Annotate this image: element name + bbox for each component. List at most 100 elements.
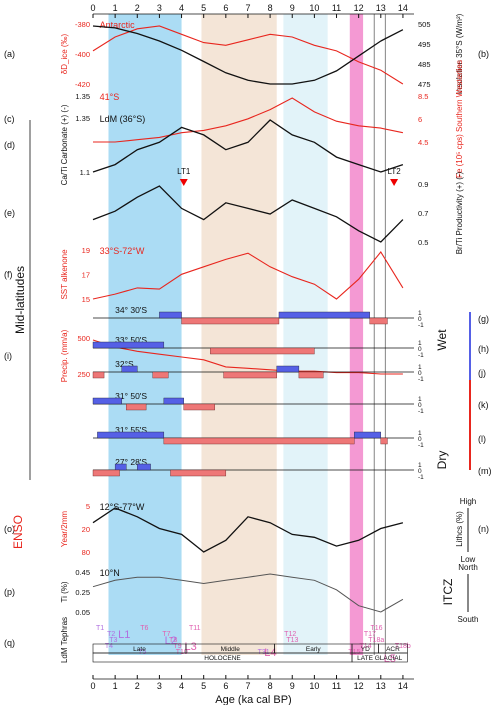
panel-letter-c: (c) xyxy=(4,114,15,124)
wetdry-letter-2: (j) xyxy=(478,368,486,378)
wet-bar-5-1 xyxy=(137,463,151,471)
panel-letter-e: (e) xyxy=(4,208,15,218)
wetdry-tick-1-0: 1 xyxy=(418,340,422,347)
top-tick-label-11: 11 xyxy=(332,3,341,13)
wetdry-tick-5-2: -1 xyxy=(418,474,424,481)
bottom-tick-label-3: 3 xyxy=(157,681,162,691)
bottom-tick-label-4: 4 xyxy=(179,681,184,691)
wetdry-panel-1: 33° 50'S (h) 10-1 xyxy=(92,335,489,359)
dry-bar-0-0 xyxy=(181,317,280,325)
wetdry-tick-2-1: 0 xyxy=(418,370,422,377)
arrow-top-p: North xyxy=(458,563,478,572)
left-axis-label-i: Precip. (mm/a) xyxy=(60,329,69,382)
right-axis-label-a: Insolation 35°S (W/m²) xyxy=(455,13,464,94)
dry-bar-3-1 xyxy=(183,403,215,411)
panel-stack: (a) (b) Antarctic δD_ice (‰) Insolation 35°S… xyxy=(4,13,492,665)
right-tick-c-0: 8.5 xyxy=(418,92,428,101)
top-tick-label-4: 4 xyxy=(179,3,184,13)
wet-bar-3-0 xyxy=(92,397,122,405)
period-box-6 xyxy=(351,652,408,663)
panel-p: (p) 10°N Ti (%) 0.45 0.25 0.05 North South xyxy=(4,563,478,624)
tephra-L3: L3 xyxy=(185,641,197,653)
tephra-T15: T15 xyxy=(348,649,360,656)
bottom-tick-label-1: 1 xyxy=(113,681,118,691)
tephra-T11: T11 xyxy=(189,625,201,632)
tephra-T10: T10 xyxy=(176,649,188,656)
top-tick-label-9: 9 xyxy=(290,3,295,13)
left-tick-a-1: -400 xyxy=(75,50,90,59)
right-tick-e-0: 0.9 xyxy=(418,180,428,189)
top-tick-label-8: 8 xyxy=(268,3,273,13)
panel-right-letter-o: (n) xyxy=(478,524,489,534)
bottom-tick-label-13: 13 xyxy=(376,681,386,691)
left-tick-i-1: 250 xyxy=(77,370,90,379)
wetdry-tick-4-2: -1 xyxy=(418,442,424,449)
wetdry-panel-0: 34° 30'S (g) 10-1 xyxy=(93,305,489,329)
top-tick-label-14: 14 xyxy=(398,3,408,13)
panel-letter-o: (o) xyxy=(4,524,15,534)
wetdry-title-1: 33° 50'S xyxy=(115,335,147,345)
tephra-T16: T16 xyxy=(371,625,383,632)
wetdry-tick-0-0: 1 xyxy=(418,310,422,317)
dry-bar-1-0 xyxy=(210,347,315,355)
black-series-e xyxy=(92,185,404,243)
left-tick-f-0: 19 xyxy=(82,246,90,255)
tephra-T2: T2 xyxy=(107,631,115,638)
wetdry-panel-4: 31° 55'S (l) 10-1 xyxy=(93,425,486,449)
wetdry-tick-3-1: 0 xyxy=(418,402,422,409)
side-labels: Mid-latitudes ENSO ITCZ Wet Dry xyxy=(11,120,471,605)
bottom-tick-label-5: 5 xyxy=(201,681,206,691)
dry-bar-2-2 xyxy=(223,371,277,379)
band-late-holocene xyxy=(108,14,182,655)
bottom-tick-label-0: 0 xyxy=(90,681,95,691)
right-axis-label-e: Br/Ti Productivity (+) (-) xyxy=(455,171,464,254)
period-label-2: Early xyxy=(306,646,322,653)
left-axis-label-a: δD_ice (‰) xyxy=(60,33,69,74)
wet-label: Wet xyxy=(435,329,449,351)
wetdry-letter-4: (l) xyxy=(478,434,486,444)
tephra-T7: T7 xyxy=(162,631,170,638)
wet-bar-0-1 xyxy=(278,311,370,319)
dry-bar-4-1 xyxy=(380,437,388,445)
black-series-d xyxy=(92,119,404,173)
top-tick-label-10: 10 xyxy=(309,3,319,13)
tephra-T5: T5 xyxy=(138,649,146,656)
enso-label: ENSO xyxy=(11,515,25,549)
left-tick-a-2: -420 xyxy=(75,80,90,89)
left-tick-f-2: 15 xyxy=(82,295,90,304)
right-tick-c-1: 6 xyxy=(418,115,422,124)
right-tick-a-1: 495 xyxy=(418,40,431,49)
right-axis-label-c: Fe (10⁵ cps) Southern Westerlies xyxy=(455,60,464,178)
dry-bar-5-0 xyxy=(92,469,120,477)
tephra-T3: T3 xyxy=(109,637,117,644)
bottom-tick-label-11: 11 xyxy=(332,681,341,691)
tephra-T12: T12 xyxy=(284,631,296,638)
top-tick-label-1: 1 xyxy=(113,3,118,13)
dry-bar-4-0 xyxy=(163,437,355,445)
arrow-top-o: High xyxy=(460,497,476,506)
panel-title-f: 33°S-72°W xyxy=(100,246,145,256)
tephra-axis-label: LdM Tephras xyxy=(60,617,69,663)
band-early-holocene xyxy=(283,14,328,655)
left-tick-f-1: 17 xyxy=(82,271,90,280)
wetdry-tick-2-2: -1 xyxy=(418,376,424,383)
wet-bar-2-1 xyxy=(276,365,300,373)
bottom-tick-label-14: 14 xyxy=(398,681,408,691)
time-bands xyxy=(108,14,386,655)
wetdry-title-2: 32°S xyxy=(115,359,134,369)
right-tick-e-2: 0.5 xyxy=(418,238,428,247)
wetdry-tick-4-1: 0 xyxy=(418,436,422,443)
period-label-6: LATE GLACIAL xyxy=(357,655,402,662)
wetdry-letter-5: (m) xyxy=(478,466,492,476)
top-tick-label-2: 2 xyxy=(135,3,140,13)
dry-bar-2-1 xyxy=(152,371,169,379)
wetdry-panel-2: 32°S (j) 10-1 xyxy=(92,359,486,383)
period-label-1: Middle xyxy=(221,646,241,653)
wetdry-tick-3-2: -1 xyxy=(418,408,424,415)
left-axis-label-f: SST alkenone xyxy=(60,249,69,300)
marker-triangle-1 xyxy=(390,179,399,186)
panel-letter-f: (f) xyxy=(4,270,13,280)
bottom-tick-label-2: 2 xyxy=(135,681,140,691)
tephra-T4: T4 xyxy=(105,643,113,650)
tephra-letter: (q) xyxy=(4,638,15,648)
